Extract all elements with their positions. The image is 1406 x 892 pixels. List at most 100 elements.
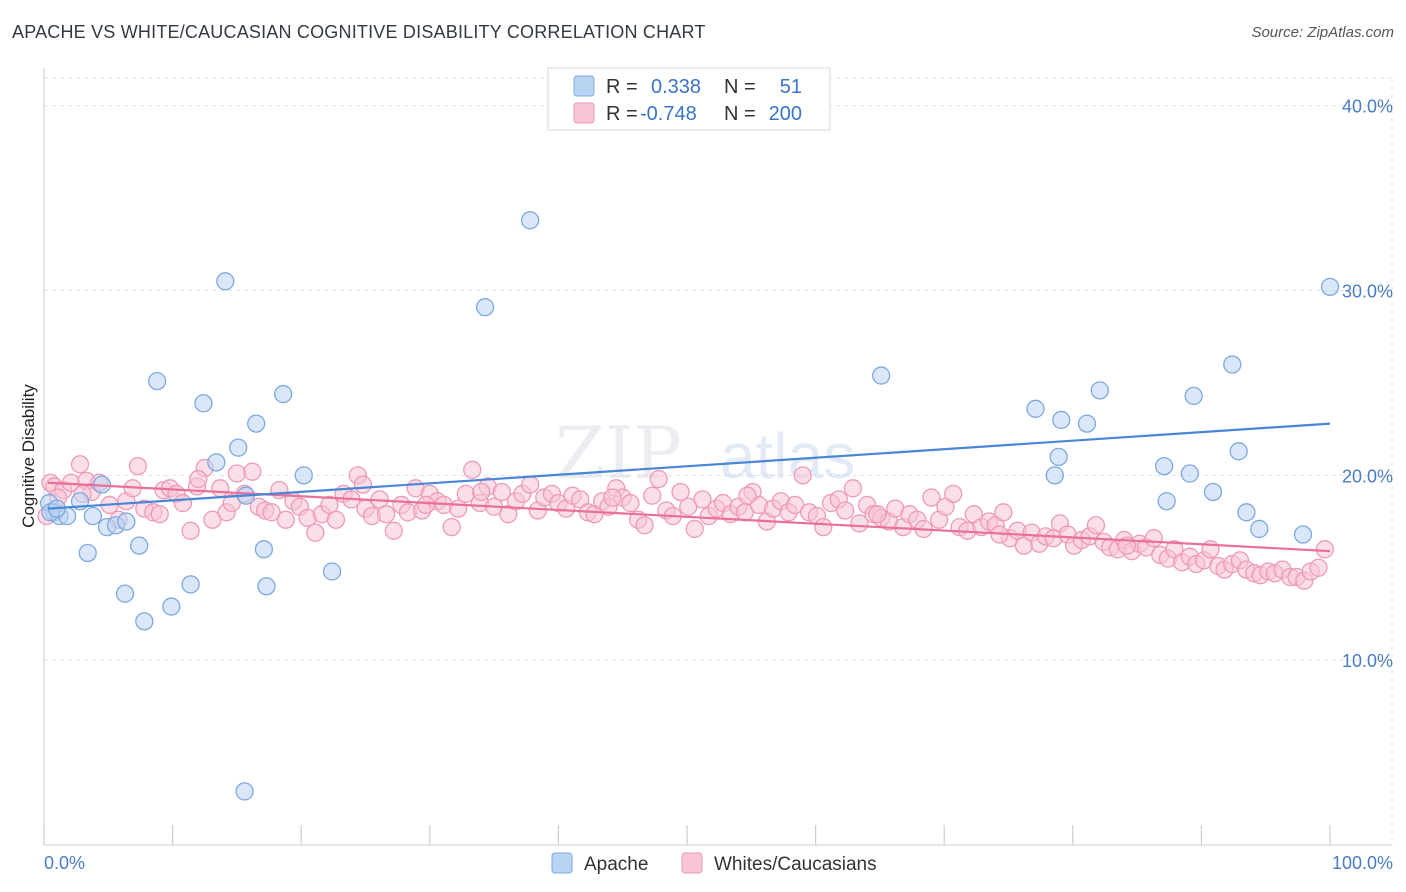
whites-caucasians-point — [793, 466, 812, 485]
stats-n-value-apache: 51 — [780, 76, 802, 98]
stats-n-label-apache: N = — [724, 76, 756, 98]
whites-caucasians-point — [671, 482, 690, 502]
whites-caucasians-point — [463, 460, 482, 479]
whites-caucasians-point — [276, 510, 295, 529]
whites-caucasians-point — [922, 488, 941, 507]
apache-point — [83, 506, 103, 526]
y-tick-label: 40.0% — [1342, 97, 1393, 117]
x-tick-label: 100.0% — [1332, 853, 1393, 873]
apache-point — [135, 612, 154, 631]
apache-point — [274, 384, 293, 404]
whites-caucasians-point — [181, 521, 200, 540]
y-axis-label: Cognitive Disability — [19, 384, 38, 528]
apache-point — [1203, 482, 1223, 502]
whites-caucasians-point — [1315, 540, 1335, 559]
y-tick-label: 20.0% — [1342, 466, 1393, 486]
apache-point — [322, 562, 342, 581]
whites-caucasians-point — [649, 469, 668, 489]
whites-caucasians-point — [1309, 558, 1328, 577]
apache-point — [1154, 456, 1174, 476]
whites-caucasians-point — [621, 493, 640, 513]
whites-caucasians-point — [868, 505, 887, 524]
whites-caucasians-point — [416, 495, 436, 515]
whites-caucasians-point — [843, 479, 863, 498]
whites-caucasians-point — [128, 456, 148, 476]
x-tick-label: 0.0% — [44, 853, 85, 873]
apache-point — [872, 366, 891, 385]
source-label: Source: ZipAtlas.com — [1251, 24, 1394, 41]
whites-caucasians-point — [685, 519, 704, 539]
whites-caucasians-point — [203, 510, 222, 529]
apache-point — [247, 414, 266, 433]
apache-point — [181, 575, 200, 594]
stats-r-label-apache: R = — [606, 76, 638, 98]
legend-label-apache: Apache — [584, 854, 648, 875]
apache-point — [216, 272, 235, 291]
whites-caucasians-point — [520, 475, 540, 494]
stats-n-label-white: N = — [724, 103, 756, 125]
whites-caucasians-point — [472, 482, 491, 502]
whites-caucasians-point — [173, 493, 193, 513]
apache-point — [1090, 381, 1109, 400]
apache-point — [294, 466, 313, 485]
y-tick-labels: 10.0% 20.0% 30.0% 40.0% — [1342, 97, 1393, 671]
gridlines — [44, 77, 1393, 845]
apache-point — [1229, 442, 1248, 461]
whites-caucasians-point — [492, 482, 511, 502]
apache-trend-line — [47, 422, 1331, 510]
apache-point — [1320, 277, 1340, 296]
apache-point — [115, 584, 135, 603]
whites-caucasians-point — [693, 490, 712, 509]
apache-point — [194, 394, 213, 413]
whites-caucasians-point — [189, 469, 208, 489]
chart-title: APACHE VS WHITE/CAUCASIAN COGNITIVE DISA… — [12, 22, 706, 42]
x-tick-labels: 0.0% 100.0% — [44, 853, 1393, 873]
apache-point — [1180, 464, 1199, 483]
stats-r-value-white: -0.748 — [640, 103, 697, 125]
series-whites-caucasians — [37, 455, 1335, 590]
whites-caucasians-point — [643, 486, 662, 505]
whites-caucasians-point — [211, 479, 230, 498]
whites-caucasians-point — [785, 495, 805, 515]
whites-caucasians-point — [227, 464, 247, 483]
apache-point — [229, 438, 248, 457]
axes — [43, 68, 1392, 846]
apache-point — [520, 211, 540, 230]
stats-r-value-apache: 0.338 — [651, 76, 701, 98]
whites-caucasians-point — [353, 475, 373, 494]
whites-caucasians-point — [994, 503, 1013, 522]
whites-caucasians-point — [1086, 516, 1106, 535]
whites-caucasians-point — [326, 510, 346, 529]
whites-caucasians-point — [1144, 529, 1163, 548]
whites-caucasians-point — [944, 484, 963, 503]
apache-point — [235, 782, 254, 801]
whites-caucasians-point — [836, 501, 855, 520]
apache-point — [254, 540, 274, 559]
whites-caucasians-point — [222, 493, 241, 513]
apache-point — [1077, 414, 1097, 433]
apache-point — [1223, 355, 1242, 374]
whites-caucasians-point — [262, 503, 281, 522]
apache-point — [1026, 399, 1045, 418]
whites-caucasians-point — [679, 497, 698, 516]
stats-legend-box — [547, 67, 831, 131]
whites-caucasians-point — [70, 455, 90, 474]
apache-point — [1045, 466, 1064, 485]
legend-swatch-apache — [551, 852, 573, 874]
y-tick-label: 30.0% — [1342, 282, 1393, 302]
whites-caucasians-point — [376, 505, 396, 524]
bottom-legend: Apache Whites/Caucasians — [551, 852, 877, 875]
apache-point — [1250, 519, 1269, 539]
whites-caucasians-point — [384, 521, 403, 540]
whites-caucasians-point — [243, 462, 262, 481]
stats-swatch-white — [573, 102, 595, 124]
whites-caucasians-point — [306, 523, 325, 542]
stats-legend: R = 0.338 N = 51 R = -0.748 N = 200 — [547, 67, 831, 131]
apache-point — [475, 298, 495, 317]
whites-caucasians-point — [850, 514, 869, 533]
apache-point — [207, 453, 226, 472]
whites-caucasians-point — [603, 488, 622, 507]
whites-caucasians-point — [442, 517, 461, 537]
series-apache — [39, 211, 1340, 801]
apache-point — [1184, 386, 1203, 406]
